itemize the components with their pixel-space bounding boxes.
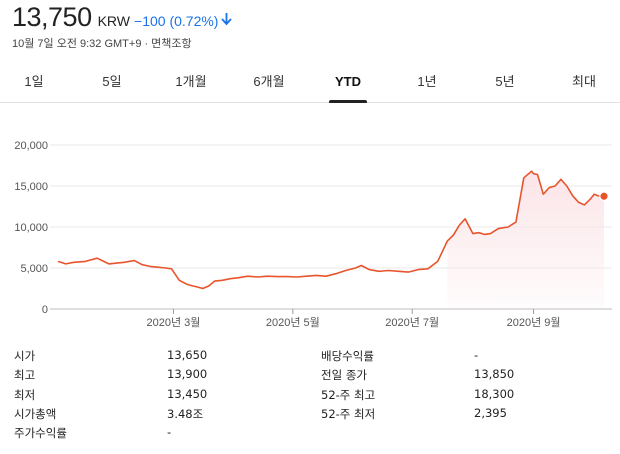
stat-label: 주가수익률: [14, 426, 67, 441]
x-tick-label-1: 2020년 5월: [266, 316, 320, 329]
y-tick-label-4: 20,000: [14, 140, 48, 152]
y-tick-label-0: 0: [42, 304, 48, 316]
stat-label: 52-주 최저: [321, 406, 376, 421]
stat-label: 전일 종가: [321, 368, 367, 383]
currency-code: KRW: [97, 13, 131, 29]
stat-value: 13,650: [167, 348, 208, 362]
stat-value: -: [167, 425, 172, 440]
tab-6[interactable]: 5년: [495, 74, 515, 89]
price-chart: 0 5,000 10,000 15,000 20,000 2020년 3월 2020년 5월…: [14, 140, 612, 329]
y-tick-label-3: 15,000: [14, 181, 48, 193]
tab-2[interactable]: 1개월: [175, 74, 207, 89]
stat-label: 시가총액: [14, 406, 57, 421]
stat-value: 13,450: [167, 386, 208, 401]
current-price: 13,750: [12, 2, 92, 32]
range-tabs: 1일 5일 1개월 6개월 YTD 1년 5년 최대: [0, 62, 620, 103]
y-tick-label-1: 5,000: [20, 263, 48, 275]
stat-label: 시가: [14, 349, 36, 363]
price-line: 13,750 KRW −100 (0.72%): [12, 2, 233, 33]
stat-value: 13,900: [167, 367, 208, 382]
x-tick-label-2: 2020년 7월: [385, 316, 439, 329]
quote-meta: 10월 7일 오전 9:32 GMT+9 · 면책조항: [12, 35, 232, 51]
tab-3[interactable]: 6개월: [253, 74, 285, 89]
last-price-point: [599, 191, 609, 202]
tab-4[interactable]: YTD: [318, 62, 378, 103]
stat-value: -: [474, 348, 479, 362]
tab-5[interactable]: 1년: [417, 74, 437, 89]
price-change: −100 (0.72%): [134, 13, 219, 29]
tab-7[interactable]: 최대: [572, 74, 596, 89]
meta-separator: ·: [144, 38, 149, 50]
stat-value: 18,300: [474, 386, 515, 401]
stat-label: 최고: [14, 368, 36, 383]
x-tick-label-3: 2020년 9월: [507, 316, 561, 329]
disclaimer-link[interactable]: 면책조항: [151, 38, 192, 50]
down-arrow-icon: [221, 13, 233, 30]
y-tick-label-2: 10,000: [14, 222, 48, 234]
x-tick-label-0: 2020년 3월: [147, 316, 201, 329]
quote-header: 13,750 KRW −100 (0.72%) 10월 7일 오전 9:32 G…: [12, 2, 233, 51]
stat-label: 최저: [14, 387, 36, 402]
series-area: [447, 171, 604, 309]
quote-timestamp: 10월 7일 오전 9:32 GMT+9: [12, 38, 142, 50]
stat-value: 2,395: [474, 405, 507, 420]
stat-label: 52-주 최고: [321, 387, 376, 402]
series-line: [57, 170, 605, 290]
tab-1[interactable]: 5일: [102, 74, 122, 89]
stat-value: 3.48조: [167, 406, 204, 421]
tab-0[interactable]: 1일: [24, 74, 44, 89]
stat-value: 13,850: [474, 367, 515, 382]
stat-label: 배당수익률: [321, 349, 374, 363]
